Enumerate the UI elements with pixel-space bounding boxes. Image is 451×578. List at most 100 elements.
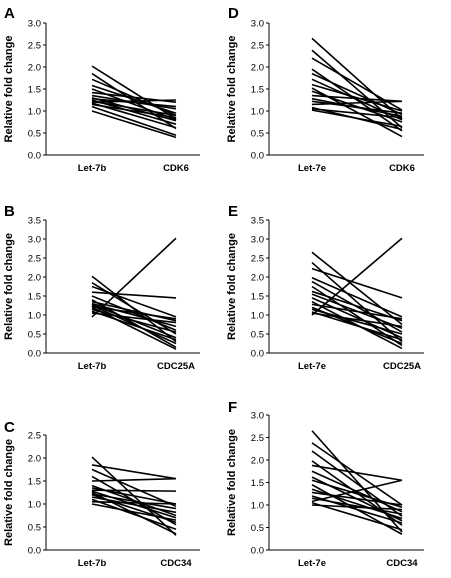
y-tick-label: 0.0	[251, 151, 264, 162]
series-line	[311, 442, 403, 506]
y-tick-label: 2.0	[251, 273, 264, 284]
y-tick-label: 3.5	[251, 216, 264, 227]
y-tick-label: 1.5	[251, 85, 264, 96]
series-line	[311, 277, 403, 318]
series-line	[91, 110, 177, 139]
y-tick-label: 0.0	[251, 546, 264, 557]
y-tick-label: 1.0	[251, 501, 264, 512]
series-line	[311, 308, 403, 335]
y-tick-label: 2.5	[28, 41, 41, 52]
panel-label: C	[4, 419, 15, 436]
series-line	[91, 100, 177, 117]
series-line	[91, 477, 177, 482]
series-line	[311, 297, 403, 339]
series-line	[91, 468, 177, 508]
series-line	[91, 500, 177, 505]
y-tick-label: 0.0	[28, 349, 41, 360]
series-line	[91, 308, 177, 333]
y-tick-label: 0.5	[251, 129, 264, 140]
y-axis-label: Relative fold change	[226, 429, 238, 536]
series-line	[91, 291, 177, 299]
series-line	[311, 311, 403, 341]
y-tick-label: 3.0	[251, 19, 264, 30]
panel-label: B	[4, 203, 15, 220]
y-tick-label: 0.5	[251, 330, 264, 341]
y-tick-label: 1.0	[28, 311, 41, 322]
series-line	[91, 503, 177, 521]
y-axis-label: Relative fold change	[3, 439, 15, 546]
series-line	[311, 479, 403, 503]
series-line	[91, 489, 177, 492]
y-tick-label: 0.5	[28, 330, 41, 341]
x-category-label: CDC34	[160, 558, 192, 569]
chart-panel-b: B Relative fold change 0.0 0.5 1.0 1.5 2.0 2.5 3…	[3, 203, 200, 372]
y-tick-label: 3.5	[28, 216, 41, 227]
series-line	[91, 103, 177, 119]
y-tick-label: 2.5	[28, 431, 41, 442]
series-line	[91, 304, 177, 345]
series-line	[311, 100, 403, 106]
series-line	[311, 94, 403, 103]
y-tick-label: 2.5	[251, 254, 264, 265]
y-tick-label: 0.5	[28, 129, 41, 140]
x-category-label: CDC25A	[383, 361, 421, 372]
y-tick-label: 0.5	[251, 523, 264, 534]
chart-panel-d: D Relative fold change 0.0 0.5 1.0 1.5 2.0 2.5 3…	[226, 5, 424, 174]
series-line	[91, 496, 177, 514]
series-line	[311, 49, 403, 129]
y-tick-label: 2.0	[251, 456, 264, 467]
y-tick-label: 1.0	[28, 500, 41, 511]
y-axis-label: Relative fold change	[3, 233, 15, 340]
x-category-label: Let-7e	[298, 163, 326, 174]
x-category-label: Let-7b	[78, 558, 107, 569]
series-line	[311, 251, 403, 326]
series-line	[91, 285, 177, 318]
series-line	[311, 504, 403, 511]
y-tick-label: 1.5	[28, 85, 41, 96]
y-tick-label: 3.0	[251, 235, 264, 246]
x-category-label: Let-7e	[298, 558, 326, 569]
y-tick-label: 2.0	[251, 63, 264, 74]
y-tick-label: 2.5	[251, 41, 264, 52]
series-line	[91, 305, 177, 320]
series-line	[91, 237, 177, 318]
y-tick-label: 0.0	[28, 151, 41, 162]
x-category-label: CDC34	[386, 558, 418, 569]
x-category-label: Let-7b	[78, 361, 107, 372]
series-line	[311, 497, 403, 515]
series-line	[311, 237, 403, 316]
y-tick-label: 1.5	[28, 477, 41, 488]
y-tick-label: 2.0	[28, 454, 41, 465]
series-line	[311, 303, 403, 320]
panel-label: D	[228, 5, 239, 22]
series-line	[311, 267, 403, 299]
series-line	[311, 108, 403, 119]
y-tick-label: 0.5	[28, 523, 41, 534]
y-tick-label: 2.5	[251, 433, 264, 444]
y-tick-label: 1.5	[251, 478, 264, 489]
y-tick-label: 0.0	[28, 546, 41, 557]
y-tick-label: 3.0	[251, 411, 264, 422]
y-tick-label: 2.0	[28, 273, 41, 284]
y-tick-label: 3.0	[28, 235, 41, 246]
y-axis-label: Relative fold change	[226, 233, 238, 340]
series-line	[311, 261, 403, 343]
y-tick-label: 1.5	[251, 292, 264, 303]
series-line	[311, 312, 403, 328]
series-line	[311, 109, 403, 128]
y-axis-label: Relative fold change	[226, 36, 238, 143]
chart-panel-e: E Relative fold change 0.0 0.5 1.0 1.5 2.0 2.5 3…	[226, 203, 424, 372]
y-tick-label: 1.0	[251, 311, 264, 322]
series-line	[91, 498, 177, 531]
series-line	[91, 84, 177, 114]
y-axis-label: Relative fold change	[3, 36, 15, 143]
chart-panel-a: A Relative fold change 0.0 0.5 1.0 1.5 2.0 2.5 3…	[3, 5, 200, 174]
x-category-label: CDK6	[163, 163, 189, 174]
x-category-label: CDC25A	[157, 361, 195, 372]
panel-label: A	[4, 5, 15, 22]
series-line	[311, 491, 403, 506]
series-line	[91, 105, 177, 136]
y-tick-label: 1.5	[28, 292, 41, 303]
series-line	[91, 493, 177, 510]
